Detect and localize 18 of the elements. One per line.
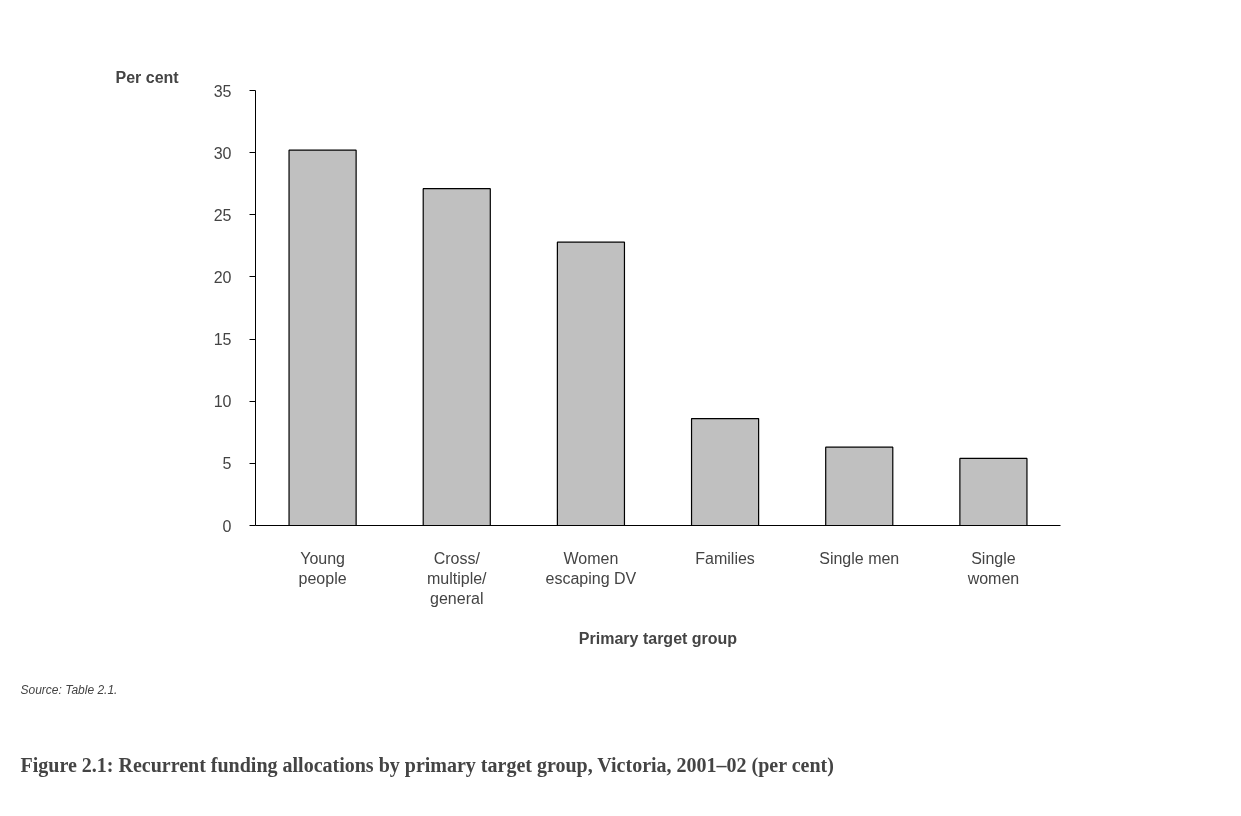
y-tick-label: 25 bbox=[213, 206, 232, 224]
x-tick-label: Cross/ multiple/ general bbox=[426, 549, 488, 608]
x-axis-title: Primary target group bbox=[578, 630, 738, 648]
y-tick-label: 35 bbox=[213, 82, 232, 100]
y-tick-label: 30 bbox=[213, 144, 232, 162]
y-tick-label: 15 bbox=[213, 331, 232, 349]
y-tick-label: 10 bbox=[213, 393, 232, 411]
x-tick-label: Women escaping DV bbox=[545, 549, 637, 587]
x-tick-label: Families bbox=[695, 549, 755, 567]
y-axis-title: Per cent bbox=[115, 68, 180, 86]
text: Figure 2.1: Recurrent funding allocations by primary target group, Victoria, 2001–02 (per cent) bbox=[20, 753, 834, 777]
x-tick-label: Single women bbox=[966, 549, 1020, 587]
y-tick-label: 0 bbox=[222, 517, 232, 535]
x-tick-label: Young people bbox=[298, 549, 347, 587]
source-note: Source: Table 2.1. bbox=[20, 682, 118, 697]
x-tick-label: Single men bbox=[819, 549, 900, 567]
y-tick-label: 20 bbox=[213, 268, 232, 286]
y-tick-label: 5 bbox=[222, 455, 232, 473]
